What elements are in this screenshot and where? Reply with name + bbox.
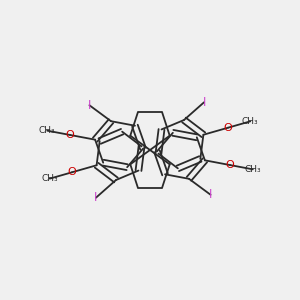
Text: I: I xyxy=(88,99,91,112)
Text: I: I xyxy=(94,191,98,204)
Text: I: I xyxy=(202,96,206,109)
Text: I: I xyxy=(209,188,212,201)
Text: O: O xyxy=(226,160,234,170)
Text: CH₃: CH₃ xyxy=(242,117,259,126)
Text: O: O xyxy=(224,123,232,133)
Text: CH₃: CH₃ xyxy=(41,174,58,183)
Text: O: O xyxy=(68,167,76,177)
Text: CH₃: CH₃ xyxy=(39,126,56,135)
Text: CH₃: CH₃ xyxy=(244,165,261,174)
Text: O: O xyxy=(66,130,74,140)
